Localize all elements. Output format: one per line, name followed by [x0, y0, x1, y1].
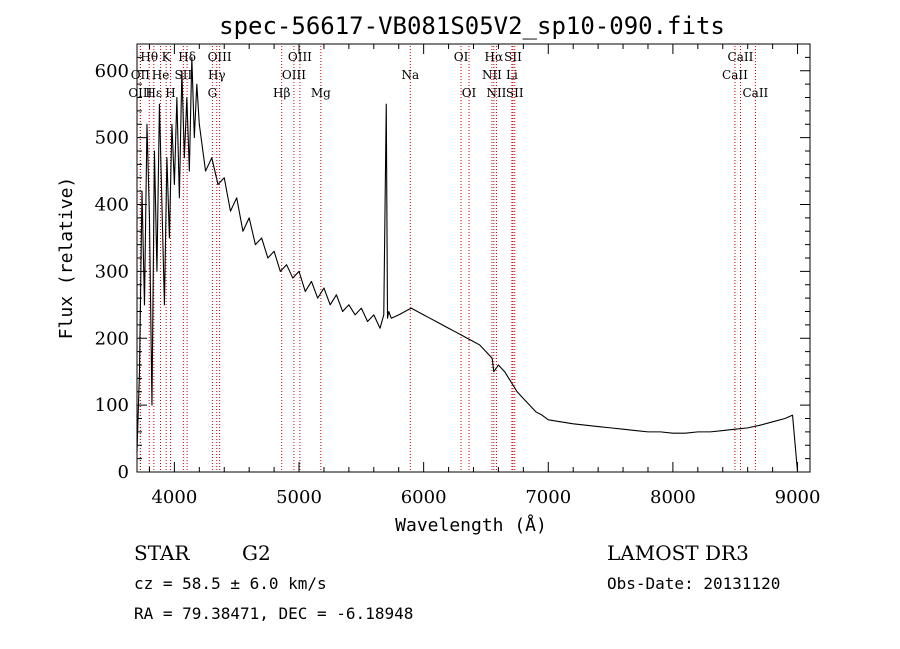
line-label-7: H	[165, 86, 175, 100]
object-subclass: G2	[242, 541, 271, 565]
line-label-1: OII	[131, 68, 151, 82]
line-label-8: Hδ	[178, 50, 196, 64]
coordinates: RA = 79.38471, DEC = -6.18948	[134, 604, 413, 623]
line-label-16: Na	[401, 68, 419, 82]
spectrum-series	[136, 56, 799, 473]
redshift-info: cz = 58.5 ± 6.0 km/s	[134, 574, 327, 593]
line-label-17: OI	[454, 50, 469, 64]
line-label-11: G	[208, 86, 218, 100]
line-label-19: Hα	[485, 50, 504, 64]
line-label-2: OIII	[128, 86, 152, 100]
line-label-22: SII	[504, 50, 522, 64]
x-axis-label: Wavelength (Å)	[395, 514, 547, 536]
y-tick-label-6: 600	[95, 61, 129, 82]
line-label-26: CaII	[722, 68, 748, 82]
x-tick-label-2: 6000	[401, 487, 447, 508]
line-label-18: OI	[462, 86, 477, 100]
axes: 4000 5000 6000 7000 8000 9000 0 100 200 300 400 500…	[95, 44, 821, 508]
plot-frame	[136, 43, 811, 473]
x-tick-label-4: 8000	[650, 487, 696, 508]
line-label-15: Mg	[311, 86, 331, 100]
line-label-5: K	[162, 50, 172, 64]
line-label-0: Hθ	[140, 50, 158, 64]
line-label-13: OIII	[288, 50, 312, 64]
line-label-23: Li	[506, 68, 518, 82]
line-label-24: SII	[506, 86, 524, 100]
line-label-20: NII	[482, 68, 502, 82]
line-label-25: CaII	[728, 50, 754, 64]
spectrum-line	[136, 56, 799, 473]
y-axis-label: Flux (relative)	[56, 177, 77, 340]
y-tick-label-2: 200	[95, 328, 129, 349]
observation-date: Obs-Date: 20131120	[607, 574, 780, 593]
line-label-21: NII	[486, 86, 506, 100]
y-tick-label-5: 500	[95, 128, 129, 149]
survey-name: LAMOST DR3	[607, 541, 749, 565]
chart-title: spec-56617-VB081S05V2_sp10-090.fits	[219, 12, 725, 40]
line-label-3: Hε	[145, 86, 162, 100]
y-tick-label-3: 300	[95, 261, 129, 282]
line-label-14: OIII	[282, 68, 306, 82]
object-class: STAR	[134, 541, 190, 565]
line-label-6: SII	[175, 68, 193, 82]
x-tick-label-3: 7000	[525, 487, 571, 508]
line-label-4: He	[152, 68, 170, 82]
y-tick-label-1: 100	[95, 395, 129, 416]
line-label-9: OIII	[208, 50, 232, 64]
y-tick-label-4: 400	[95, 195, 129, 216]
line-label-27: CaII	[742, 86, 768, 100]
spectral-line-markers	[139, 46, 756, 472]
x-tick-label-1: 5000	[276, 487, 322, 508]
x-tick-label-0: 4000	[151, 487, 197, 508]
x-tick-label-5: 9000	[775, 487, 821, 508]
line-label-12: Hβ	[273, 86, 290, 100]
y-tick-label-0: 0	[118, 462, 129, 483]
line-label-10: Hγ	[208, 68, 226, 82]
